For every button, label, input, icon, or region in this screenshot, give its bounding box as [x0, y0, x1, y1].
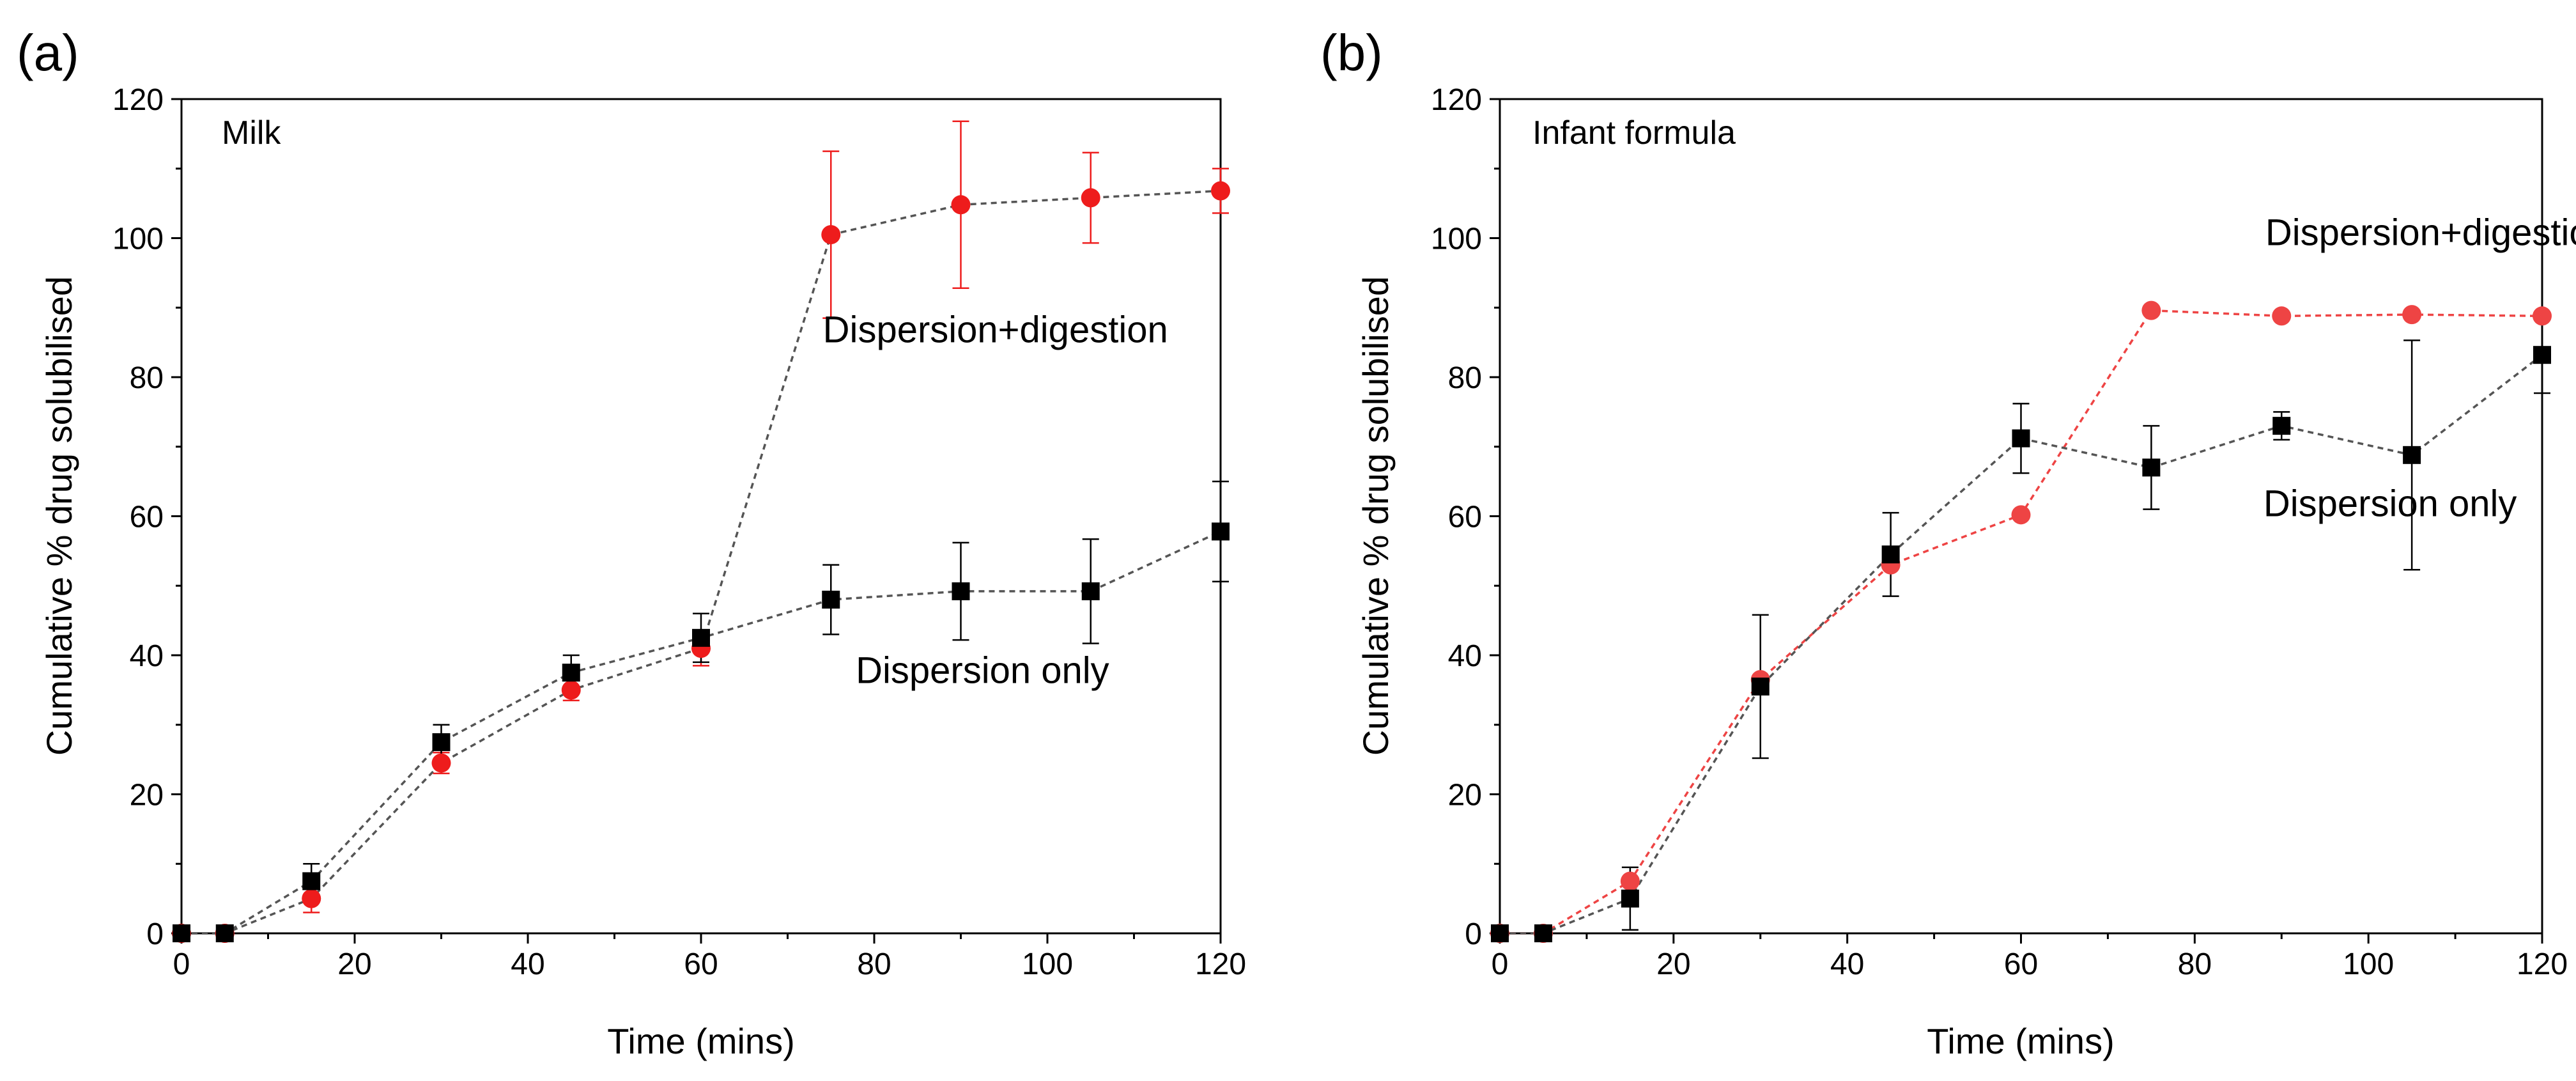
x-tick-label: 100 [2343, 947, 2394, 981]
series-line-dispersion-digestion [181, 189, 1221, 935]
marker-dispersion-digestion [1620, 871, 1640, 891]
x-tick-label: 60 [684, 947, 718, 981]
y-tick-label: 120 [1431, 83, 1482, 117]
marker-dispersion-only [692, 628, 710, 647]
annotations-a: Dispersion+digestion Dispersion only [823, 309, 1168, 692]
marker-dispersion-digestion [561, 680, 581, 700]
inset-title-a: Milk [222, 114, 281, 152]
error-bars-a [303, 120, 1229, 914]
y-tick-label: 120 [112, 83, 164, 117]
marker-dispersion-digestion [1081, 188, 1100, 208]
markers-a [172, 181, 1230, 943]
marker-dispersion-only [562, 664, 580, 682]
marker-dispersion-only [2012, 429, 2030, 447]
annotation-dispersion-only: Dispersion only [856, 650, 1109, 692]
marker-dispersion-digestion [302, 889, 321, 908]
y-tick-label: 20 [130, 779, 164, 813]
error-bars-b [1621, 316, 2550, 931]
panel-label-b: (b) [1320, 24, 1383, 81]
marker-dispersion-only [1212, 522, 1230, 541]
panel-a: (a) Milk Time (mins) Cumulative % drug s… [17, 24, 1246, 1061]
x-tick-label: 20 [337, 947, 371, 981]
marker-dispersion-only [1491, 924, 1509, 942]
marker-dispersion-only [173, 924, 190, 942]
marker-dispersion-only [1621, 889, 1639, 908]
x-tick-label: 0 [1492, 947, 1509, 981]
y-tick-label: 40 [1448, 639, 1482, 673]
marker-dispersion-only [1881, 545, 1900, 564]
marker-dispersion-only [302, 872, 321, 890]
x-tick-label: 120 [2517, 947, 2568, 981]
y-tick-label: 60 [130, 501, 164, 534]
y-tick-label: 0 [1465, 917, 1482, 951]
annotation-dispersion-digestion: Dispersion+digestion [2265, 212, 2576, 253]
marker-dispersion-only [432, 733, 451, 751]
y-tick-label: 0 [146, 917, 164, 951]
x-tick-label: 80 [2178, 947, 2212, 981]
series-lines-a [181, 189, 1221, 935]
y-tick-label: 60 [1448, 501, 1482, 534]
y-tick-label: 100 [112, 222, 164, 256]
marker-dispersion-digestion [821, 225, 841, 245]
panel-b: (b) Infant formula Time (mins) Cumulativ… [1320, 24, 2576, 1061]
marker-dispersion-digestion [2141, 300, 2161, 320]
marker-dispersion-only [1751, 677, 1770, 696]
x-tick-label: 60 [2004, 947, 2038, 981]
x-tick-label: 80 [857, 947, 891, 981]
annotations-b: Dispersion+digestion Dispersion only [2264, 212, 2576, 524]
series-line-dispersion-only [1500, 354, 2543, 935]
marker-dispersion-only [2403, 446, 2421, 464]
y-axis-title-b: Cumulative % drug solubilised [1355, 276, 1396, 756]
marker-dispersion-digestion [2402, 305, 2422, 325]
plot-frame-a [180, 98, 1222, 935]
y-tick-label: 80 [130, 361, 164, 395]
x-axis-title-a: Time (mins) [607, 1021, 794, 1061]
marker-dispersion-only [2272, 417, 2291, 435]
marker-dispersion-digestion [1211, 181, 1230, 201]
ticks-b: 0 20 40 60 80 100 120 0 20 40 60 80 100 120 [1431, 83, 2568, 981]
x-tick-label: 40 [1830, 947, 1864, 981]
x-tick-label: 40 [511, 947, 544, 981]
y-axis-title-a: Cumulative % drug solubilised [39, 276, 79, 756]
x-tick-label: 120 [1195, 947, 1246, 981]
series-lines-b [1500, 309, 2543, 935]
annotation-dispersion-only: Dispersion only [2264, 483, 2517, 525]
y-tick-label: 20 [1448, 779, 1482, 813]
x-axis-title-b: Time (mins) [1927, 1021, 2114, 1061]
y-tick-label: 100 [1431, 222, 1482, 256]
marker-dispersion-only [215, 924, 234, 942]
panel-label-a: (a) [17, 24, 79, 81]
marker-dispersion-digestion [2533, 306, 2552, 326]
series-line-dispersion-digestion [1500, 309, 2543, 935]
y-tick-label: 80 [1448, 361, 1482, 395]
annotation-dispersion-digestion: Dispersion+digestion [823, 309, 1168, 351]
marker-dispersion-only [2533, 346, 2551, 364]
marker-dispersion-only [822, 591, 840, 609]
y-tick-label: 40 [130, 639, 164, 673]
marker-dispersion-only [1534, 924, 1552, 942]
marker-dispersion-only [952, 582, 970, 600]
x-tick-label: 0 [173, 947, 190, 981]
ticks-a: 0 20 40 60 80 100 120 0 20 40 60 80 100 120 [112, 83, 1246, 981]
marker-dispersion-digestion [431, 753, 451, 773]
x-tick-label: 20 [1656, 947, 1690, 981]
x-tick-label: 100 [1022, 947, 1073, 981]
marker-dispersion-digestion [2011, 505, 2031, 525]
marker-dispersion-only [2142, 458, 2161, 477]
marker-dispersion-digestion [951, 195, 971, 215]
marker-dispersion-digestion [2272, 306, 2292, 326]
markers-b [1490, 300, 2552, 943]
inset-title-b: Infant formula [1532, 114, 1736, 152]
series-line-dispersion-only [181, 530, 1221, 935]
marker-dispersion-only [1081, 582, 1100, 600]
